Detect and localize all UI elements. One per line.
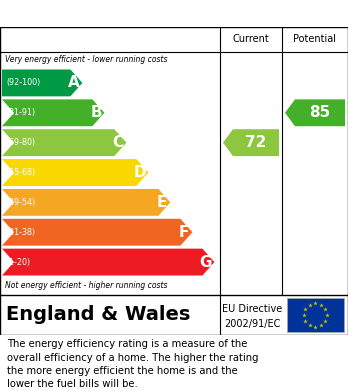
Text: D: D (134, 165, 146, 180)
Text: E: E (157, 195, 167, 210)
Text: B: B (90, 105, 102, 120)
Text: Energy Efficiency Rating: Energy Efficiency Rating (64, 6, 284, 21)
Polygon shape (2, 99, 104, 126)
Text: Potential: Potential (293, 34, 337, 45)
Text: The energy efficiency rating is a measure of the
overall efficiency of a home. T: The energy efficiency rating is a measur… (7, 339, 259, 389)
Polygon shape (2, 189, 171, 216)
Text: C: C (112, 135, 124, 150)
Text: EU Directive: EU Directive (222, 304, 282, 314)
Text: A: A (68, 75, 80, 90)
Text: (39-54): (39-54) (6, 198, 35, 207)
Text: (92-100): (92-100) (6, 79, 40, 88)
Text: (21-38): (21-38) (6, 228, 35, 237)
Text: Current: Current (232, 34, 269, 45)
Polygon shape (285, 99, 345, 126)
Text: (55-68): (55-68) (6, 168, 35, 177)
Bar (286, 298, 344, 332)
Polygon shape (2, 70, 82, 96)
Text: Very energy efficient - lower running costs: Very energy efficient - lower running co… (5, 56, 167, 65)
Text: 85: 85 (309, 105, 331, 120)
Polygon shape (2, 219, 192, 246)
Polygon shape (223, 129, 279, 156)
Text: F: F (179, 225, 189, 240)
Text: 2002/91/EC: 2002/91/EC (224, 319, 280, 329)
Text: Not energy efficient - higher running costs: Not energy efficient - higher running co… (5, 282, 167, 291)
Text: (81-91): (81-91) (6, 108, 35, 117)
Text: 72: 72 (245, 135, 267, 150)
Polygon shape (2, 159, 148, 186)
Text: (1-20): (1-20) (6, 258, 30, 267)
Text: (69-80): (69-80) (6, 138, 35, 147)
Polygon shape (2, 129, 126, 156)
Text: England & Wales: England & Wales (6, 305, 190, 325)
Polygon shape (2, 249, 214, 276)
Text: G: G (200, 255, 212, 269)
